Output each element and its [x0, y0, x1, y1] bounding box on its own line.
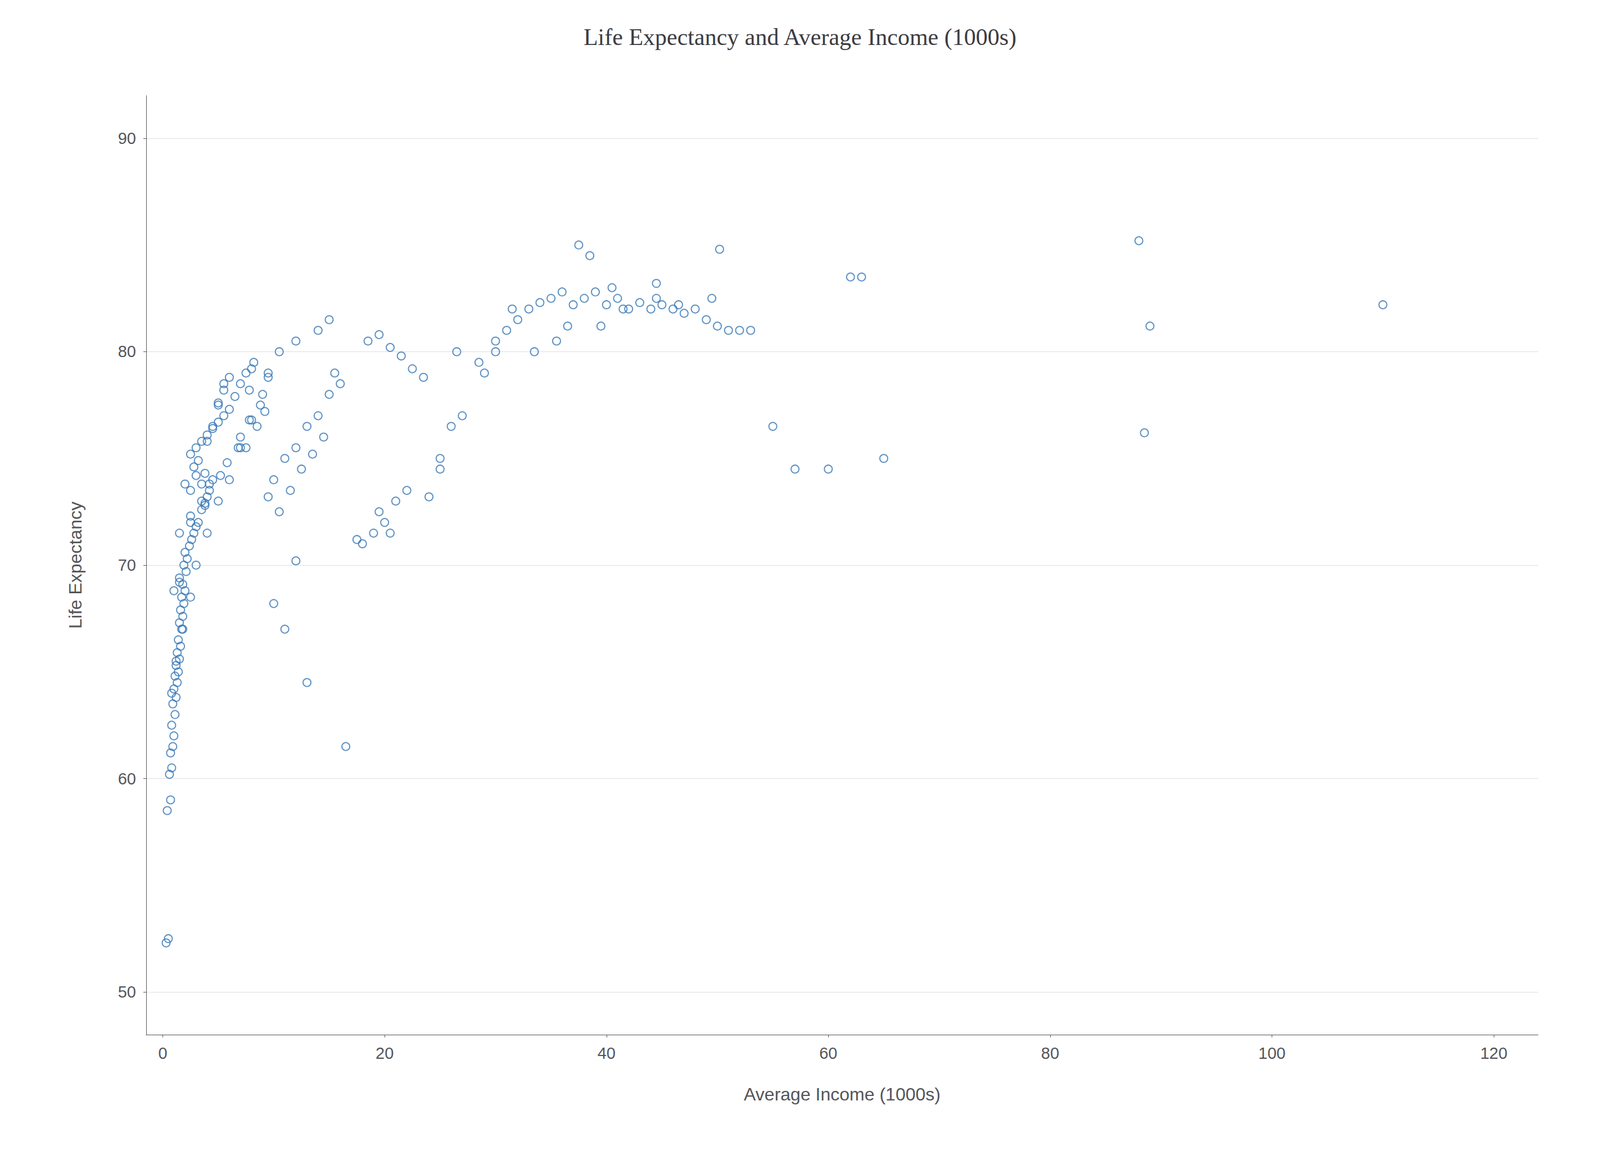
svg-text:60: 60 [819, 1043, 838, 1062]
svg-text:90: 90 [118, 129, 137, 148]
svg-text:20: 20 [375, 1043, 394, 1062]
svg-text:80: 80 [118, 342, 137, 361]
svg-text:Life Expectancy and Average In: Life Expectancy and Average Income (1000… [583, 24, 1017, 51]
svg-text:Life Expectancy: Life Expectancy [65, 501, 86, 629]
svg-text:40: 40 [597, 1043, 616, 1062]
svg-text:80: 80 [1041, 1043, 1060, 1062]
svg-text:70: 70 [118, 556, 137, 574]
svg-text:0: 0 [158, 1043, 168, 1062]
svg-text:50: 50 [118, 982, 137, 1001]
svg-text:Average Income (1000s): Average Income (1000s) [743, 1083, 941, 1105]
svg-text:120: 120 [1480, 1043, 1508, 1062]
svg-text:100: 100 [1258, 1043, 1286, 1062]
svg-text:60: 60 [118, 769, 137, 788]
